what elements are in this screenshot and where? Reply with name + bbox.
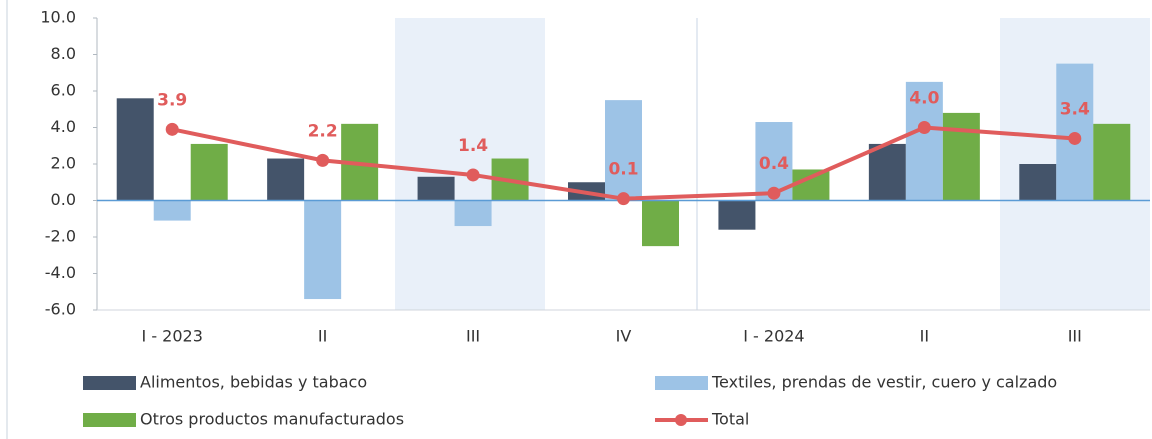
- y-tick-label: 2.0: [51, 154, 76, 173]
- bar: [868, 143, 906, 201]
- x-tick-label: IV: [616, 327, 632, 346]
- x-tick-label: II: [318, 327, 327, 346]
- line-point: [466, 168, 480, 182]
- legend-label: Textiles, prendas de vestir, cuero y cal…: [711, 373, 1057, 392]
- y-tick-label: -6.0: [45, 300, 76, 319]
- legend-swatch: [83, 376, 136, 390]
- bar: [792, 169, 830, 201]
- line-point: [165, 122, 179, 136]
- y-tick-label: 0.0: [51, 190, 76, 209]
- x-tick-label: I - 2024: [743, 327, 804, 346]
- y-tick-label: 8.0: [51, 44, 76, 63]
- bar: [1019, 164, 1057, 201]
- data-label: 0.1: [608, 160, 638, 180]
- y-tick-label: -2.0: [45, 227, 76, 246]
- y-tick-label: 10.0: [40, 8, 76, 27]
- legend-swatch: [655, 376, 708, 390]
- data-label: 3.4: [1060, 99, 1090, 119]
- data-label: 0.4: [759, 154, 789, 174]
- legend-label: Total: [711, 410, 749, 429]
- x-tick-label: III: [1068, 327, 1082, 346]
- bar: [642, 200, 679, 247]
- legend-swatch: [675, 414, 687, 426]
- line-point: [1068, 131, 1082, 145]
- bar: [905, 81, 943, 201]
- bar: [1093, 123, 1131, 201]
- bar: [304, 200, 342, 300]
- line-point: [917, 121, 931, 134]
- bar: [605, 100, 642, 201]
- bar: [454, 200, 492, 227]
- legend-swatch: [83, 413, 136, 427]
- data-label: 2.2: [308, 121, 338, 141]
- x-tick-label: I - 2023: [142, 327, 203, 346]
- legend-label: Alimentos, bebidas y tabaco: [140, 373, 367, 392]
- x-tick-label: III: [466, 327, 480, 346]
- data-label: 4.0: [909, 89, 939, 109]
- bar: [153, 200, 191, 221]
- bar: [417, 176, 455, 201]
- y-tick-label: 6.0: [51, 81, 76, 100]
- bar: [718, 200, 756, 230]
- bar: [190, 143, 228, 201]
- y-tick-label: -4.0: [45, 263, 76, 282]
- x-tick-label: II: [920, 327, 929, 346]
- bar: [116, 98, 154, 201]
- bar: [267, 158, 305, 201]
- line-point: [767, 186, 781, 200]
- y-tick-label: 4.0: [51, 117, 76, 136]
- line-point: [617, 192, 630, 206]
- legend-label: Otros productos manufacturados: [140, 410, 404, 429]
- data-label: 1.4: [458, 136, 488, 156]
- bar: [942, 112, 980, 201]
- data-label: 3.9: [157, 90, 187, 110]
- line-point: [316, 153, 330, 167]
